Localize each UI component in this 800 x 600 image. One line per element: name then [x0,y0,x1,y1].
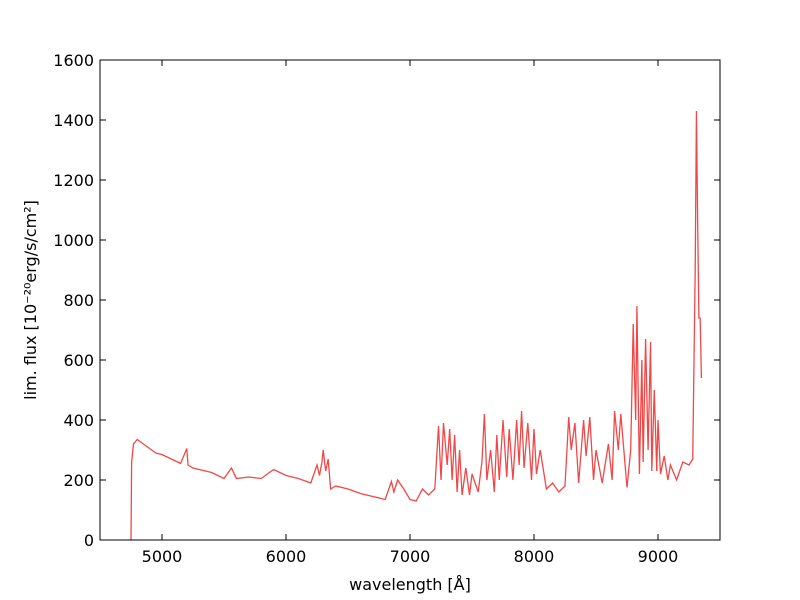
x-tick-label: 6000 [266,547,307,566]
y-tick-label: 800 [63,291,94,310]
x-tick-label: 8000 [514,547,555,566]
y-tick-label: 1200 [53,171,94,190]
y-tick-label: 1000 [53,231,94,250]
x-axis-label: wavelength [Å] [349,575,471,594]
y-tick-label: 1600 [53,51,94,70]
y-tick-label: 1400 [53,111,94,130]
y-tick-label: 600 [63,351,94,370]
plot-frame [99,59,721,541]
x-tick-label: 7000 [390,547,431,566]
spectrum-line [130,110,703,541]
y-tick-label: 400 [63,411,94,430]
y-tick-label: 200 [63,471,94,490]
x-tick-label: 9000 [638,547,679,566]
y-axis-label: lim. flux [10⁻²⁰erg/s/cm²] [21,200,40,400]
x-tick-label: 5000 [142,547,183,566]
y-tick-label: 0 [84,531,94,550]
